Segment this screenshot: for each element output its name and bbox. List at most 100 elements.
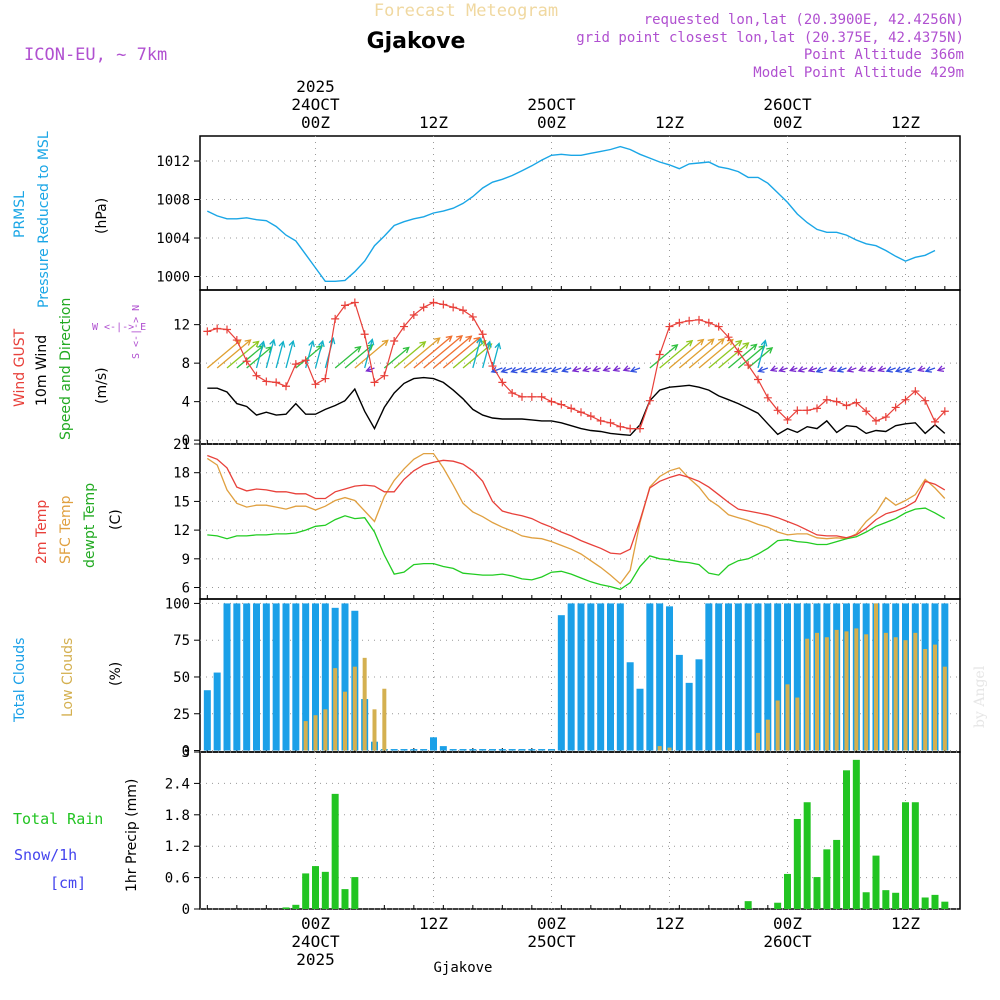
- wind-direction-arrow: [236, 345, 264, 369]
- sfc-temp-line: [206, 452, 946, 585]
- t2m-line: [207, 454, 946, 555]
- bottom-time-label: 12Z: [891, 914, 920, 933]
- total-clouds-bar: [341, 603, 349, 751]
- temp-label-2: SFC Temp: [58, 495, 74, 564]
- low-clouds-bar: [333, 668, 338, 751]
- total-clouds-bar: [489, 749, 496, 751]
- compass-ns: S <-|-> N: [131, 305, 142, 359]
- low-clouds-bar: [824, 637, 829, 751]
- temperature-frame: [199, 443, 961, 600]
- wind-gust-marker: [803, 406, 812, 415]
- low-clouds-bar: [874, 603, 878, 751]
- wind-gust-marker: [616, 422, 625, 431]
- wind-direction-arrow: [847, 367, 857, 372]
- top-time-label: 25OCT: [527, 95, 576, 114]
- wind-gust-marker: [291, 360, 300, 369]
- wind-arrow-head: [735, 339, 743, 347]
- total-clouds-bar: [410, 749, 418, 751]
- wind-direction-arrow: [757, 340, 766, 369]
- rain-bar: [292, 904, 300, 909]
- wind-direction-arrow: [925, 367, 936, 372]
- wind-direction-arrow: [669, 339, 704, 369]
- wind-direction-arrow: [521, 367, 533, 373]
- wind-gust-marker: [301, 356, 310, 365]
- wind-gust-marker: [527, 392, 536, 401]
- wind-arrow-head: [760, 339, 768, 347]
- wind-arrow-head: [697, 338, 705, 346]
- top-time-label: 00Z: [773, 113, 802, 132]
- wind-arrow-head: [846, 366, 854, 373]
- low-clouds-bar: [805, 638, 810, 751]
- wind-gust-marker: [498, 378, 507, 387]
- temperature-ytick-label: 6: [182, 581, 190, 597]
- wind-gust-marker: [862, 407, 871, 416]
- wind-arrow-head: [419, 340, 427, 348]
- rain-bar: [793, 818, 801, 909]
- wind-gust-line: [207, 301, 946, 430]
- point-altitude: Point Altitude 366m: [804, 47, 964, 63]
- rain-bar: [882, 890, 890, 909]
- wind-arrow-head: [858, 365, 866, 372]
- cloud-labels: Total Clouds Low Clouds (%): [12, 638, 124, 723]
- low-clouds-bar: [372, 709, 377, 751]
- low-clouds-bar: [933, 644, 937, 751]
- wind-gust-marker: [400, 322, 408, 331]
- wind-direction-arrow: [649, 344, 678, 369]
- wind-arrow-head: [815, 366, 823, 374]
- wind-gust-marker: [567, 404, 576, 413]
- wind-direction-arrow: [491, 343, 500, 369]
- cloud-unit: (%): [108, 662, 124, 686]
- watermark: by Angel: [972, 665, 988, 728]
- wind-arrow-head: [328, 336, 336, 345]
- wind-gust-marker: [311, 380, 320, 389]
- wind-arrow-head: [582, 365, 590, 373]
- low-clouds-bar: [657, 746, 662, 751]
- wind-arrow-head: [258, 340, 266, 348]
- wind-direction-arrow: [758, 367, 769, 372]
- wind-arrow-head: [612, 365, 620, 372]
- total-clouds-bar: [390, 749, 398, 751]
- precipitation-ytick-label: 2.4: [165, 776, 190, 792]
- wind-arrow-head: [877, 365, 885, 373]
- wind-direction-arrow: [383, 346, 410, 369]
- wind-direction-arrow: [393, 341, 426, 369]
- wind-gust-marker: [429, 298, 438, 307]
- wind-gust-marker: [488, 362, 497, 371]
- low-clouds-bar: [913, 632, 918, 751]
- wind-arrow-head: [742, 342, 750, 349]
- wind-arrow-head: [924, 366, 932, 373]
- total-clouds-bar: [449, 749, 457, 751]
- wind-direction-arrow: [285, 340, 294, 369]
- low-clouds-bar: [382, 688, 387, 751]
- total-clouds-bar: [312, 603, 319, 751]
- wind-arrow-head: [366, 343, 374, 351]
- total-clouds-bar: [233, 603, 241, 751]
- low-clouds-bar: [942, 666, 947, 751]
- wind-direction-arrow: [452, 340, 487, 369]
- total-clouds-bar: [223, 603, 231, 751]
- wind-gust-marker: [321, 374, 330, 383]
- requested-location: requested lon,lat (20.3900E, 42.4256N): [644, 12, 964, 28]
- wind-gust-marker: [272, 378, 281, 387]
- total-clouds-bar: [597, 603, 605, 751]
- wind-gust-marker: [685, 316, 694, 325]
- cloud-label-2: Low Clouds: [60, 638, 76, 717]
- total-clouds-bar: [469, 749, 477, 751]
- wind-arrow-head: [455, 334, 464, 342]
- pressure-label-1: PRMSL: [12, 191, 28, 238]
- clouds-ytick-label: 25: [173, 707, 190, 723]
- precip-label-3: [cm]: [50, 874, 86, 892]
- wind-direction-arrow: [837, 367, 847, 372]
- low-clouds-bar: [844, 631, 849, 751]
- wind-gust-marker: [331, 314, 340, 323]
- wind-direction-arrow: [366, 367, 375, 372]
- wind-gust-marker: [734, 347, 743, 356]
- total-clouds-bar: [498, 749, 506, 751]
- total-clouds-bar: [685, 682, 693, 751]
- chart-title: Gjakove: [367, 29, 466, 54]
- low-clouds-bar: [756, 732, 760, 751]
- wind-arrow-head: [717, 337, 725, 345]
- low-clouds-bar: [362, 657, 367, 751]
- total-clouds-bar: [656, 603, 664, 751]
- wind-gust-marker: [518, 392, 526, 401]
